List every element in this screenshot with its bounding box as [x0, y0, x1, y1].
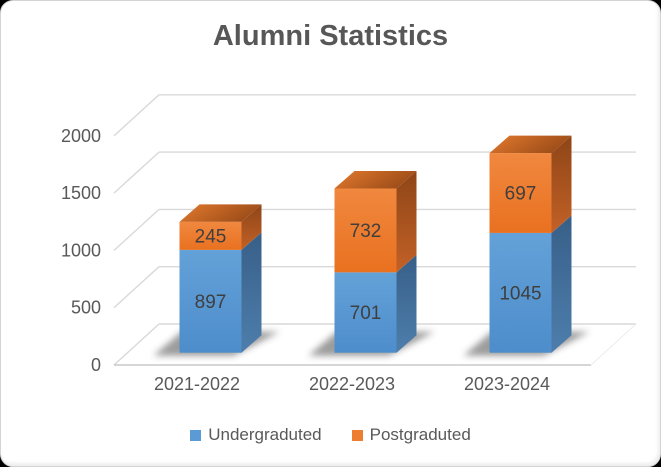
- side-wall-gridline: [113, 323, 160, 366]
- legend-swatch-undergraduted: [190, 429, 202, 441]
- bar-side-postgraduted: [551, 135, 572, 233]
- side-wall-gridline: [113, 266, 160, 309]
- bar-side-postgraduted: [396, 170, 417, 273]
- legend-label-postgraduted: Postgraduted: [369, 425, 471, 444]
- floor-right-edge: [590, 323, 637, 366]
- bar-top-postgraduted: [179, 204, 262, 222]
- y-axis-label: 0: [91, 355, 101, 375]
- y-axis-label: 1500: [61, 183, 101, 203]
- legend-item-undergraduted: Undergraduted: [190, 425, 322, 445]
- bar-front-postgraduted: [334, 188, 397, 273]
- bar-front-postgraduted: [489, 153, 552, 233]
- side-wall-gridline: [113, 208, 160, 251]
- bar-top-postgraduted: [334, 170, 417, 189]
- bar-front-undergraduted: [179, 249, 242, 353]
- value-label-undergraduted: 1045: [499, 283, 541, 304]
- y-axis-label: 500: [71, 298, 101, 318]
- side-wall-gridline: [113, 151, 160, 194]
- bar-side-undergraduted: [551, 215, 572, 353]
- legend-swatch-postgraduted: [351, 429, 363, 441]
- bar-side-undergraduted: [241, 232, 262, 353]
- chart-title: Alumni Statistics: [212, 20, 449, 52]
- value-label-postgraduted: 697: [505, 184, 537, 205]
- y-axis-label: 2000: [61, 126, 101, 146]
- bar-side-undergraduted: [396, 254, 417, 353]
- value-label-undergraduted: 897: [195, 292, 227, 313]
- bar-top-postgraduted: [489, 135, 572, 154]
- side-wall-gridline: [113, 94, 160, 137]
- legend-item-postgraduted: Postgraduted: [351, 425, 471, 445]
- chart-legend: Undergraduted Postgraduted: [1, 425, 660, 445]
- legend-label-undergraduted: Undergraduted: [208, 425, 322, 444]
- x-axis-label: 2022-2023: [309, 374, 395, 394]
- x-axis-label: 2023-2024: [464, 374, 550, 394]
- value-label-postgraduted: 732: [350, 221, 382, 242]
- bar-front-undergraduted: [489, 232, 552, 353]
- bar-front-postgraduted: [179, 221, 242, 250]
- value-label-undergraduted: 701: [350, 303, 382, 324]
- bar-side-postgraduted: [241, 204, 262, 250]
- y-axis-label: 1000: [61, 240, 101, 260]
- bar-front-undergraduted: [334, 272, 397, 353]
- value-label-postgraduted: 245: [195, 226, 227, 247]
- x-axis-label: 2021-2022: [154, 374, 240, 394]
